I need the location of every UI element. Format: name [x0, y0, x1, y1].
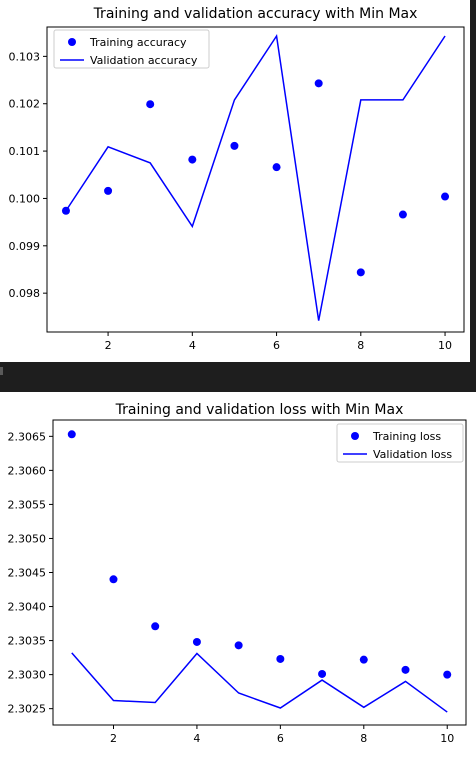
- data-point-training: [272, 163, 281, 172]
- loss-chart-panel: Training and validation loss with Min Ma…: [0, 392, 476, 757]
- data-point-training: [230, 141, 239, 150]
- legend-label: Training accuracy: [89, 36, 187, 49]
- data-point-training: [104, 186, 113, 195]
- legend-marker-swatch: [68, 38, 76, 46]
- y-tick-label: 2.3065: [8, 430, 47, 443]
- data-point-training: [401, 665, 410, 674]
- y-tick-label: 2.3050: [8, 532, 47, 545]
- plot-area-frame: [52, 419, 467, 726]
- y-tick-label: 2.3035: [8, 635, 47, 648]
- data-point-training: [151, 622, 160, 631]
- y-tick-label: 0.103: [9, 50, 41, 63]
- window-edge: [470, 0, 476, 362]
- data-point-training: [234, 641, 243, 650]
- x-tick-label: 6: [273, 339, 280, 352]
- data-point-training: [441, 192, 450, 201]
- x-tick-label: 4: [193, 732, 200, 745]
- y-tick-label: 2.3045: [8, 567, 47, 580]
- series-line-validation: [71, 652, 448, 713]
- data-point-training: [276, 654, 285, 663]
- legend-box: [53, 29, 210, 69]
- x-tick-label: 10: [440, 732, 454, 745]
- series-line-validation: [65, 33, 446, 321]
- x-tick-label: 8: [357, 339, 364, 352]
- y-tick-label: 0.098: [9, 287, 41, 300]
- x-tick-label: 2: [105, 339, 112, 352]
- data-point-training: [314, 79, 323, 88]
- data-point-training: [192, 637, 201, 646]
- x-tick-label: 2: [110, 732, 117, 745]
- legend-box: [336, 423, 464, 463]
- data-point-training: [109, 575, 118, 584]
- chart-title: Training and validation loss with Min Ma…: [115, 402, 404, 418]
- y-tick-label: 0.100: [9, 192, 41, 205]
- legend-label: Validation loss: [373, 448, 452, 461]
- y-tick-label: 0.099: [9, 240, 41, 253]
- y-tick-label: 0.101: [9, 145, 41, 158]
- y-tick-label: 2.3040: [8, 601, 47, 614]
- legend-label: Training loss: [372, 430, 441, 443]
- data-point-training: [398, 210, 407, 219]
- legend-label: Validation accuracy: [90, 54, 198, 67]
- x-tick-label: 6: [277, 732, 284, 745]
- scroll-marker: [0, 367, 3, 375]
- y-tick-label: 0.102: [9, 98, 41, 111]
- data-point-training: [443, 670, 452, 679]
- y-tick-label: 2.3055: [8, 498, 47, 511]
- chart-title: Training and validation accuracy with Mi…: [93, 6, 418, 22]
- data-point-training: [188, 155, 197, 164]
- plot-area-frame: [46, 26, 465, 333]
- data-point-training: [356, 268, 365, 277]
- y-tick-label: 2.3060: [8, 464, 47, 477]
- x-tick-label: 4: [189, 339, 196, 352]
- data-point-training: [146, 100, 155, 109]
- accuracy-chart-panel: Training and validation accuracy with Mi…: [0, 0, 476, 362]
- x-tick-label: 10: [438, 339, 452, 352]
- loss-chart: Training and validation loss with Min Ma…: [8, 402, 467, 745]
- data-point-training: [67, 430, 76, 439]
- data-point-training: [359, 655, 368, 664]
- legend-marker-swatch: [351, 432, 359, 440]
- x-tick-label: 8: [360, 732, 367, 745]
- y-tick-label: 2.3030: [8, 669, 47, 682]
- output-separator-bar: [0, 362, 476, 392]
- y-tick-label: 2.3025: [8, 703, 47, 716]
- accuracy-chart: Training and validation accuracy with Mi…: [9, 6, 465, 352]
- data-point-training: [318, 669, 327, 678]
